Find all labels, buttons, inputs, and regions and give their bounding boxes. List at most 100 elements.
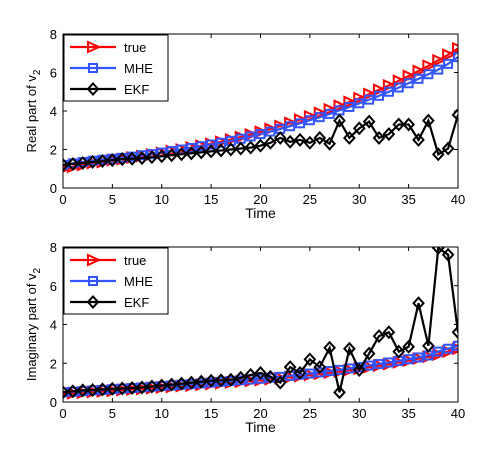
data-point-ekf [66, 156, 80, 171]
data-point-ekf [323, 136, 336, 151]
data-point-ekf [125, 381, 139, 396]
data-point-mhe [206, 139, 217, 150]
data-point-ekf [352, 121, 366, 136]
y-tick-label: 2 [50, 356, 57, 371]
legend: true MHE EKF [63, 247, 169, 315]
data-point-ekf [431, 247, 445, 255]
data-point-ekf [412, 296, 425, 311]
data-point-true [353, 91, 368, 105]
data-point-ekf [264, 369, 277, 384]
data-point-mhe [216, 137, 226, 148]
data-point-ekf [422, 338, 435, 353]
data-point-ekf [343, 341, 356, 356]
data-point-ekf [234, 370, 248, 385]
data-point-mhe [364, 360, 375, 371]
x-tick-label: 15 [204, 406, 218, 421]
data-point-mhe [324, 366, 335, 376]
data-point-ekf [96, 382, 109, 397]
y-tick-label: 6 [50, 66, 57, 81]
legend-label-ekf: EKF [124, 295, 149, 310]
y-axis-label-subscript: 2 [32, 267, 43, 273]
data-point-true [432, 53, 447, 67]
x-axis-label: Time [245, 419, 276, 435]
y-tick-label: 8 [50, 27, 57, 42]
data-point-ekf [125, 151, 139, 166]
data-point-mhe [374, 359, 384, 370]
x-tick-label: 40 [451, 192, 465, 207]
y-tick-label: 0 [50, 181, 57, 196]
data-point-ekf [145, 150, 159, 165]
data-point-mhe [245, 131, 256, 142]
data-point-ekf [451, 107, 458, 122]
data-point-ekf [244, 140, 257, 155]
series-ekf [63, 247, 458, 400]
data-point-ekf [185, 375, 198, 390]
data-point-mhe [453, 52, 458, 63]
data-point-ekf [273, 375, 287, 390]
data-point-ekf [372, 130, 386, 145]
x-tick-label: 35 [401, 192, 415, 207]
y-tick-label: 2 [50, 143, 57, 158]
data-point-ekf [441, 247, 455, 262]
legend-marker-true [87, 253, 102, 267]
series-ekf [63, 107, 458, 172]
x-tick-label: 5 [109, 192, 116, 207]
data-point-ekf [165, 377, 178, 392]
data-point-mhe [265, 126, 276, 137]
data-point-ekf [86, 155, 99, 169]
y-axis-label-main: Imaginary part of v [24, 273, 39, 381]
data-point-ekf [155, 149, 169, 164]
data-point-ekf [352, 363, 366, 378]
data-point-mhe [413, 73, 424, 84]
x-tick-label: 10 [155, 192, 169, 207]
data-point-mhe [354, 98, 365, 109]
data-point-ekf [175, 376, 188, 391]
data-point-ekf [155, 378, 169, 393]
data-point-ekf [293, 365, 307, 380]
data-point-mhe [304, 368, 315, 379]
data-point-ekf [96, 154, 109, 169]
y-tick-label: 4 [50, 104, 57, 119]
plot-area [63, 41, 458, 174]
data-point-ekf [323, 340, 336, 355]
data-point-mhe [186, 142, 197, 153]
y-axis-label-subscript: 2 [32, 69, 43, 75]
x-tick-label: 5 [109, 406, 116, 421]
x-tick-label: 15 [204, 192, 218, 207]
plot-area [63, 247, 458, 400]
data-point-ekf [224, 142, 238, 157]
data-point-true [452, 41, 458, 55]
data-point-ekf [382, 127, 396, 142]
data-point-ekf [66, 384, 80, 399]
data-point-ekf [313, 130, 327, 145]
data-point-ekf [303, 352, 317, 367]
data-point-ekf [392, 344, 406, 359]
legend-marker-true [87, 40, 102, 54]
x-tick-label: 0 [59, 192, 66, 207]
data-point-ekf [194, 374, 208, 389]
data-point-ekf [63, 157, 70, 172]
legend-label-mhe: MHE [124, 274, 153, 289]
data-point-true [412, 64, 427, 78]
data-point-ekf [86, 383, 99, 397]
data-point-ekf [204, 144, 218, 159]
data-point-ekf [451, 325, 458, 340]
y-axis-label: Imaginary part of v2 [24, 267, 43, 381]
data-point-ekf [362, 346, 376, 361]
x-tick-label: 40 [451, 406, 465, 421]
data-point-ekf [106, 381, 119, 396]
data-point-ekf [135, 151, 149, 166]
legend-marker-ekf [86, 82, 100, 96]
legend-label-mhe: MHE [124, 61, 153, 76]
data-point-ekf [313, 360, 327, 375]
data-point-ekf [135, 380, 149, 395]
data-point-ekf [422, 113, 435, 128]
data-point-ekf [293, 132, 307, 147]
data-point-ekf [76, 155, 90, 170]
data-point-ekf [441, 141, 455, 156]
data-point-ekf [264, 135, 277, 150]
data-point-ekf [283, 360, 297, 375]
x-tick-label: 30 [352, 406, 366, 421]
data-point-mhe [453, 340, 458, 351]
data-point-ekf [194, 145, 208, 160]
